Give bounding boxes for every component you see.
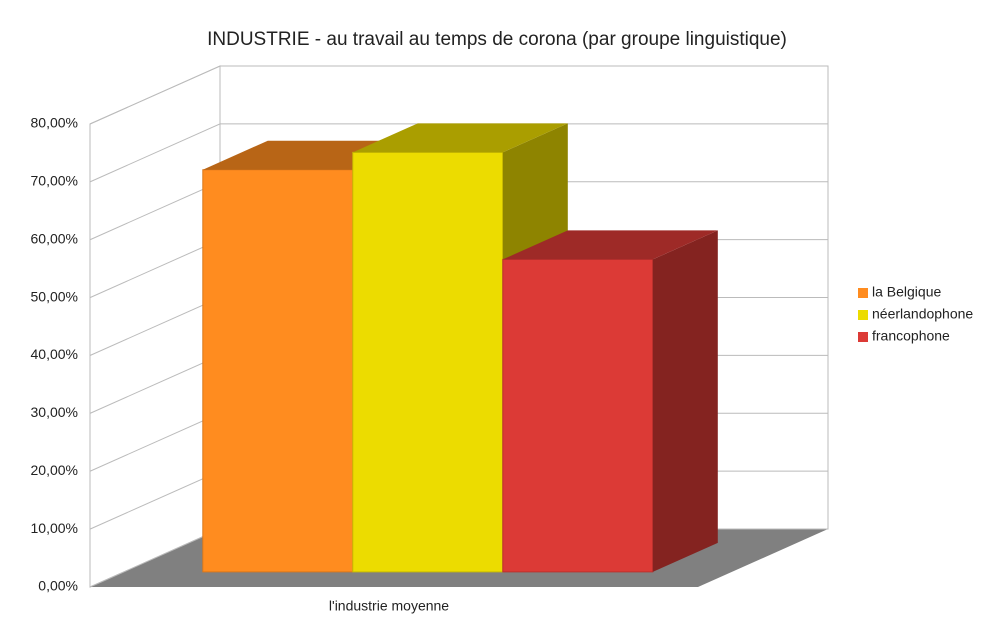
bar-side	[652, 230, 718, 572]
y-tick-label: 20,00%	[31, 462, 78, 478]
y-tick-label: 70,00%	[31, 173, 78, 189]
x-tick-label: l'industrie moyenne	[329, 598, 449, 614]
chart-title: INDUSTRIE - au travail au temps de coron…	[207, 29, 787, 50]
bar	[352, 151, 504, 573]
y-tick-label: 50,00%	[31, 288, 78, 304]
bar-top	[352, 123, 568, 153]
legend-swatch	[858, 310, 868, 320]
legend-swatch	[858, 288, 868, 298]
y-tick-label: 60,00%	[31, 230, 78, 246]
legend-swatch	[858, 332, 868, 342]
legend-label: néerlandophone	[872, 306, 973, 322]
y-tick-label: 80,00%	[31, 115, 78, 131]
legend-label: francophone	[872, 328, 950, 344]
y-tick-label: 0,00%	[38, 578, 78, 594]
grid-line	[89, 65, 828, 125]
y-tick-label: 10,00%	[31, 520, 78, 536]
bar-top	[502, 230, 718, 260]
legend-label: la Belgique	[872, 284, 941, 300]
y-tick-label: 30,00%	[31, 404, 78, 420]
grid-line	[89, 123, 828, 183]
bar	[202, 169, 354, 573]
y-tick-label: 40,00%	[31, 346, 78, 362]
bar	[502, 258, 654, 573]
